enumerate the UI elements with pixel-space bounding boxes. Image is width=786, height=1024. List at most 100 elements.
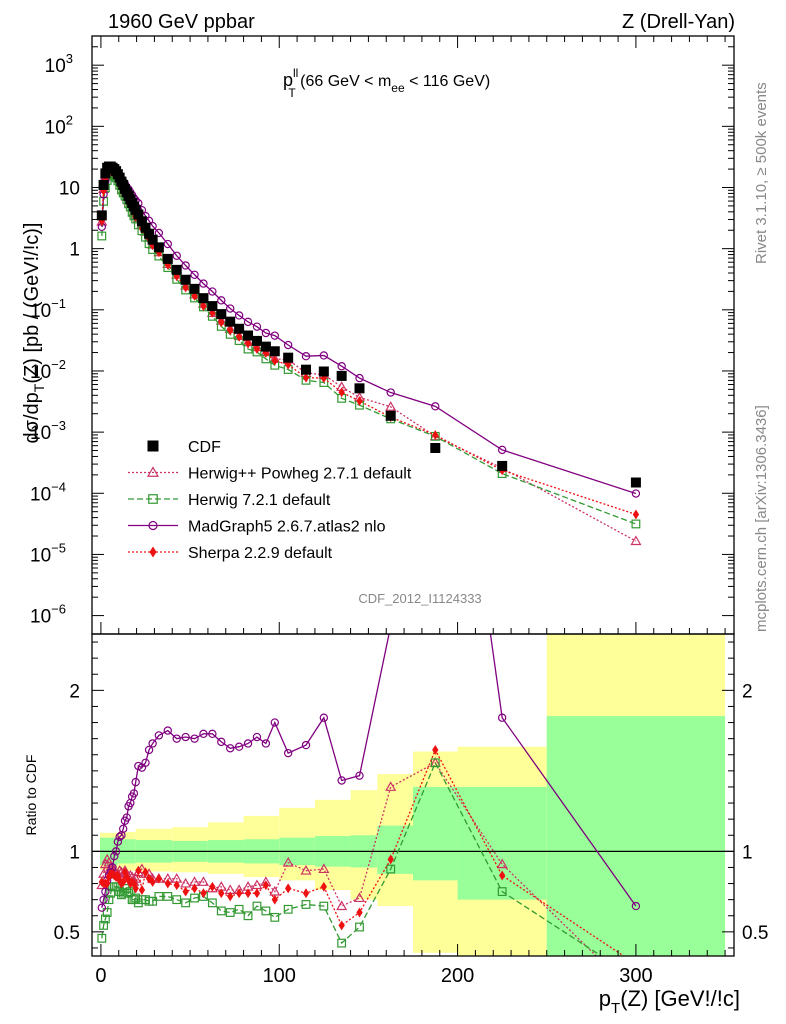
main-point-herwigpp-47 xyxy=(630,535,642,546)
ratio-point-sherpa-3 xyxy=(104,878,111,889)
ratio-point-herwigpp-2 xyxy=(99,858,111,869)
main-y-tick-label-7: 10 xyxy=(59,178,80,199)
ratio-series-sherpa xyxy=(98,744,625,956)
ratio-point-herwigpp-44 xyxy=(385,781,397,791)
main-point-sherpa-43 xyxy=(356,396,363,406)
ratio-point-herwigpp-40 xyxy=(300,864,312,875)
legend-label-madgraph: MadGraph5 2.6.7.atlas2 nlo xyxy=(188,519,386,536)
x-tick-label-2: 200 xyxy=(441,965,474,987)
ratio-point-herwig7-43 xyxy=(355,922,364,932)
plot-label-rest-b: < 116 GeV) xyxy=(405,73,491,90)
ratio-point-herwig7-3 xyxy=(102,908,112,917)
ratio-point-herwig7-24 xyxy=(148,896,158,906)
main-point-cdf-31 xyxy=(207,301,218,312)
ratio-point-madgraph-10 xyxy=(115,832,124,842)
ratio-point-sherpa-36 xyxy=(253,888,261,899)
ratio-point-herwig7-29 xyxy=(190,893,199,903)
main-point-madgraph-47 xyxy=(631,489,641,498)
ratio-point-herwig7-27 xyxy=(172,895,182,905)
main-point-sherpa-30 xyxy=(200,301,207,312)
ratio-y-tick-label-right-1: 1 xyxy=(742,842,753,863)
main-point-cdf-40 xyxy=(301,364,311,375)
main-point-cdf-39 xyxy=(283,352,294,363)
main-point-sherpa-37 xyxy=(262,347,270,358)
ratio-point-madgraph-1 xyxy=(99,895,108,904)
main-point-cdf-25 xyxy=(153,242,164,253)
main-point-herwigpp-44 xyxy=(385,401,397,411)
plot-label-main: p xyxy=(283,70,293,90)
ratio-point-madgraph-18 xyxy=(129,789,139,798)
ratio-point-sherpa-10 xyxy=(116,875,123,886)
ratio-point-madgraph-25 xyxy=(154,731,164,740)
axes: 0 100 200 300 10−6 10−5 10−4 10−3 10−2 10−1 1 10 102… xyxy=(30,35,768,987)
main-point-cdf-33 xyxy=(225,316,236,327)
ratio-point-sherpa-27 xyxy=(173,880,180,891)
main-point-cdf-2 xyxy=(100,168,111,179)
main-point-madgraph-32 xyxy=(217,296,226,305)
ratio-point-herwig7-37 xyxy=(261,906,271,916)
ratio-point-sherpa-24 xyxy=(149,876,156,887)
main-y-tick-label-3: 10−3 xyxy=(30,418,66,444)
ratio-point-sherpa-26 xyxy=(164,878,171,889)
ratio-point-madgraph-7 xyxy=(110,851,119,861)
ratio-point-herwig7-28 xyxy=(181,898,191,908)
chart-title-right: Z (Drell-Yan) xyxy=(622,11,735,33)
main-point-cdf-26 xyxy=(162,253,173,264)
ratio-point-madgraph-35 xyxy=(243,739,253,748)
main-point-herwig7-0 xyxy=(97,231,107,241)
main-y-tick-label-2: 10−4 xyxy=(30,479,66,505)
main-point-madgraph-45 xyxy=(431,402,440,411)
main-point-cdf-23 xyxy=(144,228,155,239)
legend-label-sherpa: Sherpa 2.2.9 default xyxy=(188,545,333,562)
main-point-madgraph-30 xyxy=(199,279,208,288)
main-point-cdf-1 xyxy=(98,179,109,190)
ratio-point-herwig7-19 xyxy=(131,893,141,903)
x-tick-label-0: 0 xyxy=(95,965,106,987)
main-point-madgraph-39 xyxy=(283,340,293,350)
x-tick-label-1: 100 xyxy=(263,965,296,987)
main-series xyxy=(96,161,642,546)
ratio-point-madgraph-31 xyxy=(208,729,217,739)
legend-label-cdf: CDF xyxy=(188,439,221,456)
ratio-point-madgraph-43 xyxy=(355,771,364,780)
ratio-point-sherpa-39 xyxy=(285,883,292,894)
ratio-point-sherpa-40 xyxy=(302,888,310,899)
ratio-point-sherpa-34 xyxy=(235,888,243,899)
main-point-sherpa-35 xyxy=(244,338,252,349)
main-point-sherpa-32 xyxy=(218,317,225,328)
ratio-y-tick-label-0: 0.5 xyxy=(54,923,80,944)
main-y-tick-label-4: 10−2 xyxy=(30,357,66,383)
main-point-cdf-36 xyxy=(251,335,262,346)
main-point-cdf-27 xyxy=(171,264,182,275)
main-point-sherpa-38 xyxy=(271,355,278,366)
main-point-madgraph-25 xyxy=(154,228,164,238)
main-y-tick-label-6: 1 xyxy=(69,240,80,261)
ratio-point-herwig7-42 xyxy=(337,938,347,948)
ratio-point-sherpa-35 xyxy=(244,888,252,899)
ratio-point-sherpa-29 xyxy=(191,883,198,894)
ratio-point-herwig7-39 xyxy=(283,904,293,914)
analysis-id: CDF_2012_I1124333 xyxy=(358,591,481,606)
ratio-point-sherpa-19 xyxy=(132,883,139,894)
main-point-cdf-32 xyxy=(216,309,227,320)
ratio-point-sherpa-45 xyxy=(432,744,439,755)
ratio-point-herwig7-4 xyxy=(104,895,114,905)
ratio-line-sherpa xyxy=(101,748,625,956)
ratio-point-sherpa-23 xyxy=(145,873,153,884)
ratio-y-axis-label: Ratio to CDF xyxy=(23,755,39,836)
main-point-herwig7-47 xyxy=(631,519,641,529)
legend-marker-cdf xyxy=(147,440,159,452)
ratio-y-tick-label-right-2: 2 xyxy=(742,681,753,702)
ratio-point-herwig7-46 xyxy=(497,887,507,897)
main-point-cdf-47 xyxy=(630,477,641,488)
main-point-cdf-28 xyxy=(180,274,191,285)
ratio-point-herwig7-38 xyxy=(270,912,280,922)
ratio-point-madgraph-37 xyxy=(261,739,271,748)
main-y-tick-label-5: 10−1 xyxy=(30,296,66,322)
main-point-madgraph-31 xyxy=(208,287,217,296)
legend-marker-sherpa xyxy=(149,546,157,558)
chart-title-left: 1960 GeV ppbar xyxy=(108,11,255,33)
ratio-point-madgraph-12 xyxy=(119,824,128,834)
main-point-cdf-30 xyxy=(198,293,209,304)
band-inner-11 xyxy=(457,786,547,900)
